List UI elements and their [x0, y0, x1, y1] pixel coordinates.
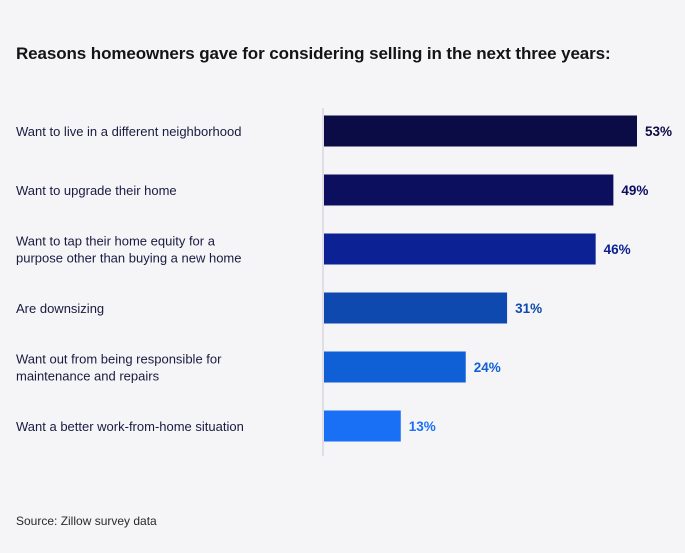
category-label: Want to upgrade their home [16, 183, 177, 198]
category-label: Want to tap their home equity for a purpo… [16, 234, 242, 266]
bar [324, 292, 508, 324]
source-note: Source: Zillow survey data [16, 514, 157, 528]
category-label-line: Want to live in a different neighborhood [16, 124, 241, 139]
value-label: 46% [604, 242, 631, 257]
bar [324, 115, 637, 147]
category-label: Want to live in a different neighborhood [16, 124, 241, 139]
chart-title: Reasons homeowners gave for considering … [16, 44, 611, 63]
bar [324, 233, 596, 265]
bar [324, 351, 466, 383]
category-label-line: purpose other than buying a new home [16, 251, 242, 266]
category-label-line: Want a better work-from-home situation [16, 419, 244, 434]
value-label: 31% [515, 301, 542, 316]
category-label: Want out from being responsible for maint… [16, 352, 222, 384]
category-label-line: Are downsizing [16, 301, 104, 316]
category-label: Want a better work-from-home situation [16, 419, 244, 434]
bar [324, 410, 401, 442]
value-label: 13% [409, 419, 436, 434]
category-label-line: Want to upgrade their home [16, 183, 177, 198]
bar [324, 174, 614, 206]
category-label: Are downsizing [16, 301, 104, 316]
value-label: 49% [621, 183, 648, 198]
category-label-line: maintenance and repairs [16, 369, 160, 384]
category-label-line: Want out from being responsible for [16, 352, 222, 367]
category-label-line: Want to tap their home equity for a [16, 234, 216, 249]
value-label: 24% [474, 360, 501, 375]
value-label: 53% [645, 124, 672, 139]
